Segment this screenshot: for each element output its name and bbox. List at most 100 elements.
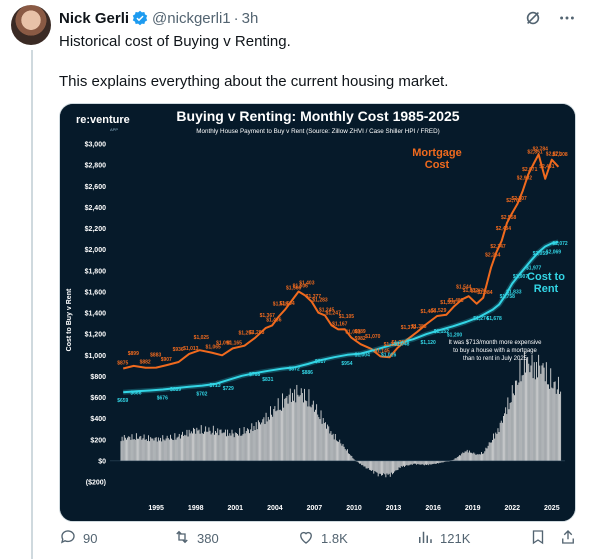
difference-bar [484,451,486,461]
difference-bar [519,359,521,461]
difference-bar [295,402,297,461]
difference-bar [400,460,402,467]
bookmark-button[interactable] [529,528,547,549]
difference-bar [201,433,203,461]
difference-bar [151,438,153,461]
difference-bar [144,439,146,461]
tweet-media-chart[interactable]: re:venture APP Buying v Renting: Monthly… [59,103,576,522]
difference-bar [356,460,358,462]
difference-bar [417,460,419,464]
difference-bar [383,460,385,474]
like-button[interactable]: 1.8K [297,528,348,549]
avatar[interactable] [11,5,51,45]
difference-bar [219,429,221,461]
bookmark-icon [529,528,547,549]
difference-bar [271,414,273,461]
difference-bar [370,460,371,471]
repost-button[interactable]: 380 [173,528,219,549]
mortgage-point-label: $2,434 [496,226,512,232]
difference-bar [455,458,457,461]
mortgage-point-label: $1,105 [339,314,355,320]
difference-bar [403,460,404,466]
difference-bar [386,460,388,474]
difference-bar [172,439,174,461]
difference-bar [405,460,407,466]
mortgage-point-label: $2,254 [485,252,501,258]
author-name[interactable]: Nick Gerli [59,9,130,27]
mortgage-point-label: $1,061 [345,330,361,336]
difference-bar [233,437,235,461]
difference-bar [154,437,156,461]
difference-bar [516,380,518,461]
difference-bar [530,365,532,461]
difference-bar [523,351,525,461]
difference-bar [454,458,456,461]
difference-bar [557,376,559,461]
mortgage-point-label: $1,604 [279,301,295,307]
difference-bar [190,431,192,461]
difference-bar [261,422,263,461]
mortgage-point-label: $1,529 [431,308,447,314]
difference-bar [178,433,180,461]
heart-icon [297,528,315,549]
difference-bar [143,434,145,461]
difference-bar [319,419,321,461]
difference-bar [361,460,363,466]
views-button[interactable]: 121K [416,528,470,549]
difference-bar [374,460,376,471]
grok-icon[interactable] [523,8,543,28]
reply-count: 90 [83,530,98,546]
timestamp[interactable]: 3h [241,9,259,27]
y-tick-label: $2,400 [85,205,107,212]
difference-bar [431,460,433,465]
difference-bar [371,460,373,471]
difference-bar [251,423,253,461]
share-button[interactable] [559,528,577,549]
difference-bar [177,436,179,461]
mortgage-point-label: $936 [173,347,184,353]
difference-bar [338,441,340,461]
share-icon [559,528,577,549]
difference-bar [257,420,259,461]
difference-bar [408,460,410,466]
difference-bar [531,354,533,461]
mortgage-series-label-line1: Mortgage [412,147,462,159]
x-tick-label: 2022 [504,505,520,512]
mortgage-point-label: $1,167 [332,321,348,327]
difference-bar [199,433,201,461]
difference-bar [282,393,284,461]
difference-bar [227,429,229,461]
rent-point-label: $2,072 [552,241,568,247]
author-handle[interactable]: @nickgerli1 [152,9,231,27]
reply-button[interactable]: 90 [59,528,97,549]
difference-bar [350,455,352,461]
rent-point-label: $831 [262,377,273,383]
difference-bar [318,417,320,461]
difference-bar [443,460,445,462]
difference-bar [486,448,488,461]
difference-bar [482,453,484,461]
more-options-icon[interactable] [557,8,577,28]
difference-bar [527,356,529,461]
difference-bar [281,410,282,461]
difference-bar [237,433,238,461]
mortgage-point-label: $875 [117,360,128,366]
difference-bar [256,429,258,461]
difference-bar [292,392,293,461]
rent-point-label: $2,059 [533,251,549,257]
mortgage-point-label: $1,013 [183,346,199,352]
difference-bar [499,422,501,461]
difference-bar [410,460,412,465]
difference-bar [297,394,299,461]
difference-bar [427,460,429,465]
difference-bar [196,427,198,461]
difference-bar [129,436,131,461]
difference-bar [293,400,294,461]
difference-bar [537,377,538,461]
difference-bar [534,379,536,461]
difference-bar [122,440,124,461]
rent-point-label: $1,016 [381,352,397,358]
mortgage-point-label: $1,506 [293,283,309,289]
difference-bar [238,435,240,461]
difference-bar [290,401,292,461]
